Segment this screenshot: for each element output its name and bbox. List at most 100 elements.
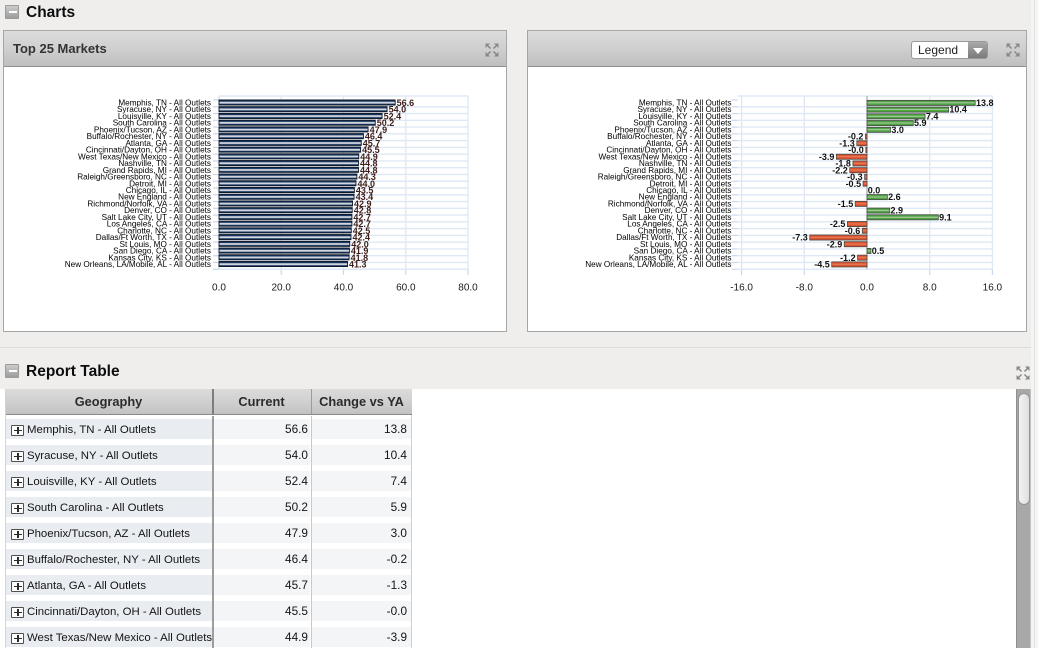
svg-text:45.5: 45.5 (362, 145, 380, 155)
svg-text:-1.2: -1.2 (840, 253, 856, 263)
svg-text:42.9: 42.9 (354, 199, 372, 209)
svg-text:-7.3: -7.3 (792, 233, 808, 243)
svg-text:New Orleans, LA/Mobile, AL - A: New Orleans, LA/Mobile, AL - All Outlets (585, 260, 731, 269)
svg-text:0.0: 0.0 (212, 283, 226, 294)
svg-text:41.8: 41.8 (351, 253, 369, 263)
svg-text:Phoenix/Tucson, AZ - All Outle: Phoenix/Tucson, AZ - All Outlets (94, 125, 211, 134)
svg-text:54.0: 54.0 (389, 105, 407, 115)
svg-text:80.0: 80.0 (458, 283, 478, 294)
svg-text:47.9: 47.9 (370, 125, 388, 135)
svg-text:0.5: 0.5 (872, 246, 885, 256)
svg-text:43.4: 43.4 (356, 192, 374, 202)
svg-text:San Diego, CA - All Outlets: San Diego, CA - All Outlets (113, 247, 211, 256)
svg-text:Atlanta, GA - All Outlets: Atlanta, GA - All Outlets (646, 139, 732, 148)
svg-text:South Carolina - All Outlets: South Carolina - All Outlets (113, 119, 211, 128)
svg-text:Raleigh/Greensboro, NC - All O: Raleigh/Greensboro, NC - All Outlets (77, 173, 211, 182)
svg-text:52.4: 52.4 (384, 111, 402, 121)
svg-text:Kansas City, KS - All Outlets: Kansas City, KS - All Outlets (629, 253, 732, 262)
svg-text:42.7: 42.7 (353, 219, 371, 229)
svg-text:44.9: 44.9 (360, 152, 378, 162)
svg-text:-0.6: -0.6 (845, 226, 861, 236)
svg-text:2.9: 2.9 (891, 206, 904, 216)
svg-text:41.3: 41.3 (349, 260, 367, 270)
svg-text:0.0: 0.0 (860, 283, 874, 294)
svg-text:Richmond/Norfolk, VA - All Out: Richmond/Norfolk, VA - All Outlets (87, 199, 211, 208)
svg-text:42.5: 42.5 (353, 226, 371, 236)
svg-text:Raleigh/Greensboro, NC - All O: Raleigh/Greensboro, NC - All Outlets (598, 173, 732, 182)
svg-text:New England - All Outlets: New England - All Outlets (639, 193, 732, 202)
svg-text:Denver, CO - All Outlets: Denver, CO - All Outlets (645, 206, 732, 215)
svg-text:-2.2: -2.2 (832, 165, 848, 175)
svg-text:-2.9: -2.9 (827, 239, 843, 249)
svg-text:3.0: 3.0 (891, 125, 904, 135)
svg-text:50.2: 50.2 (377, 118, 395, 128)
svg-text:Buffalo/Rochester, NY - All Ou: Buffalo/Rochester, NY - All Outlets (607, 132, 731, 141)
svg-text:-0.3: -0.3 (847, 172, 863, 182)
svg-text:42.8: 42.8 (354, 206, 372, 216)
svg-text:42.4: 42.4 (352, 233, 370, 243)
svg-text:Cincinnati/Dayton, OH - All Ou: Cincinnati/Dayton, OH - All Outlets (606, 146, 731, 155)
svg-text:Louisville, KY - All Outlets: Louisville, KY - All Outlets (638, 112, 731, 121)
svg-text:Salt Lake City, UT - All Outle: Salt Lake City, UT - All Outlets (102, 213, 211, 222)
svg-text:44.0: 44.0 (357, 179, 375, 189)
svg-text:Chicago, IL - All Outlets: Chicago, IL - All Outlets (126, 186, 211, 195)
svg-text:Detroit, MI - All Outlets: Detroit, MI - All Outlets (650, 179, 732, 188)
svg-text:Grand Rapids, MI - All Outlets: Grand Rapids, MI - All Outlets (103, 166, 211, 175)
svg-text:Cincinnati/Dayton, OH - All Ou: Cincinnati/Dayton, OH - All Outlets (86, 146, 211, 155)
svg-text:-8.0: -8.0 (796, 283, 814, 294)
svg-text:40.0: 40.0 (334, 283, 354, 294)
svg-text:Los Angeles, CA - All Outlets: Los Angeles, CA - All Outlets (107, 220, 211, 229)
svg-text:Syracuse, NY - All Outlets: Syracuse, NY - All Outlets (637, 105, 731, 114)
svg-text:Charlotte, NC - All Outlets: Charlotte, NC - All Outlets (117, 226, 211, 235)
svg-text:45.7: 45.7 (363, 138, 381, 148)
svg-text:-1.8: -1.8 (835, 159, 851, 169)
svg-text:Nashville, TN - All Outlets: Nashville, TN - All Outlets (118, 159, 211, 168)
svg-text:-1.3: -1.3 (839, 138, 855, 148)
svg-text:42.0: 42.0 (351, 239, 369, 249)
svg-text:Los Angeles, CA - All Outlets: Los Angeles, CA - All Outlets (627, 220, 731, 229)
svg-text:0.0: 0.0 (868, 185, 881, 195)
svg-text:Phoenix/Tucson, AZ - All Outle: Phoenix/Tucson, AZ - All Outlets (614, 125, 731, 134)
svg-text:41.9: 41.9 (351, 246, 369, 256)
svg-text:Grand Rapids, MI - All Outlets: Grand Rapids, MI - All Outlets (623, 166, 731, 175)
svg-text:-1.5: -1.5 (838, 199, 854, 209)
svg-text:New England - All Outlets: New England - All Outlets (118, 193, 211, 202)
svg-text:60.0: 60.0 (396, 283, 416, 294)
svg-text:St Louis, MO - All Outlets: St Louis, MO - All Outlets (120, 240, 211, 249)
svg-text:-0.2: -0.2 (848, 132, 864, 142)
svg-text:Nashville, TN - All Outlets: Nashville, TN - All Outlets (639, 159, 732, 168)
svg-text:Dallas/Ft Worth, TX - All Outl: Dallas/Ft Worth, TX - All Outlets (616, 233, 731, 242)
svg-text:South Carolina - All Outlets: South Carolina - All Outlets (633, 119, 731, 128)
svg-text:10.4: 10.4 (949, 105, 967, 115)
svg-text:-16.0: -16.0 (730, 283, 753, 294)
svg-text:Louisville, KY - All Outlets: Louisville, KY - All Outlets (118, 112, 211, 121)
svg-text:44.3: 44.3 (358, 172, 376, 182)
svg-text:9.1: 9.1 (939, 212, 952, 222)
svg-text:16.0: 16.0 (983, 283, 1003, 294)
svg-text:-2.5: -2.5 (830, 219, 846, 229)
svg-text:Charlotte, NC - All Outlets: Charlotte, NC - All Outlets (638, 226, 732, 235)
svg-text:Chicago, IL - All Outlets: Chicago, IL - All Outlets (646, 186, 731, 195)
svg-text:2.6: 2.6 (888, 192, 901, 202)
svg-text:San Diego, CA - All Outlets: San Diego, CA - All Outlets (634, 247, 732, 256)
svg-text:Salt Lake City, UT - All Outle: Salt Lake City, UT - All Outlets (622, 213, 731, 222)
svg-text:Buffalo/Rochester, NY - All Ou: Buffalo/Rochester, NY - All Outlets (87, 132, 211, 141)
svg-text:Richmond/Norfolk, VA - All Out: Richmond/Norfolk, VA - All Outlets (608, 199, 732, 208)
svg-text:-3.9: -3.9 (819, 152, 835, 162)
svg-text:Detroit, MI - All Outlets: Detroit, MI - All Outlets (129, 179, 211, 188)
svg-text:44.8: 44.8 (360, 159, 378, 169)
svg-text:St Louis, MO - All Outlets: St Louis, MO - All Outlets (640, 240, 731, 249)
svg-text:Syracuse, NY - All Outlets: Syracuse, NY - All Outlets (117, 105, 211, 114)
svg-text:Kansas City, KS - All Outlets: Kansas City, KS - All Outlets (108, 253, 211, 262)
svg-text:7.4: 7.4 (926, 111, 939, 121)
svg-text:West Texas/New Mexico - All Ou: West Texas/New Mexico - All Outlets (78, 152, 211, 161)
svg-text:5.9: 5.9 (914, 118, 927, 128)
svg-text:44.8: 44.8 (360, 165, 378, 175)
svg-text:New Orleans, LA/Mobile, AL - A: New Orleans, LA/Mobile, AL - All Outlets (65, 260, 211, 269)
svg-text:Denver, CO - All Outlets: Denver, CO - All Outlets (124, 206, 211, 215)
svg-text:42.7: 42.7 (353, 212, 371, 222)
svg-text:13.8: 13.8 (976, 98, 994, 108)
svg-text:Atlanta, GA - All Outlets: Atlanta, GA - All Outlets (125, 139, 211, 148)
svg-text:20.0: 20.0 (271, 283, 291, 294)
svg-text:46.4: 46.4 (365, 132, 383, 142)
